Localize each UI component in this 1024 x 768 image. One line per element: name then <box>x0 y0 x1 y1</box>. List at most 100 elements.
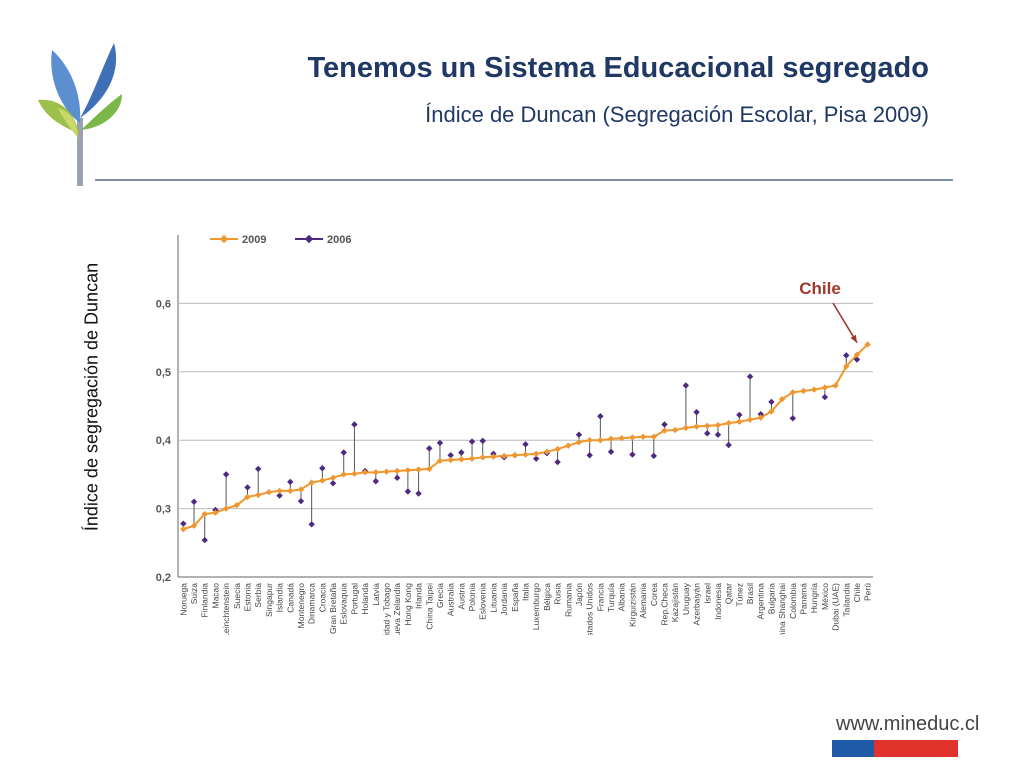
x-tick-label: Kirguizistán <box>627 583 637 627</box>
y-tick-label: 0,4 <box>156 435 172 447</box>
y-tick-label: 0,5 <box>156 367 171 379</box>
series-2009-point <box>607 435 615 443</box>
series-2006-point <box>415 490 422 497</box>
x-tick-label: Rep.Checa <box>660 583 670 626</box>
y-tick-label: 0,2 <box>156 572 171 584</box>
x-tick-label: Leinchtenstein <box>221 583 231 635</box>
series-2006-point <box>821 393 829 401</box>
x-tick-label: España <box>510 583 520 612</box>
series-2009-point <box>479 454 486 461</box>
series-2009-point <box>746 416 754 423</box>
x-tick-label: Estados Unidos <box>585 583 595 635</box>
series-2009-point <box>832 382 839 389</box>
series-2009-point <box>864 341 871 348</box>
series-2009-point <box>233 501 241 509</box>
chile-annotation-label: Chile <box>799 279 841 298</box>
series-2006-point <box>522 441 529 448</box>
series-2009-point <box>575 439 583 446</box>
x-tick-label: Trinidad y Tobago <box>382 583 392 635</box>
series-2006-point <box>404 488 412 495</box>
x-tick-label: Colombia <box>788 583 798 619</box>
x-tick-label: Chile <box>852 583 862 603</box>
series-2006-point <box>297 497 305 505</box>
series-2006-point <box>843 352 850 359</box>
series-2006-point <box>372 478 380 485</box>
x-tick-label: Rusia <box>553 583 563 605</box>
series-2009-point <box>447 456 454 464</box>
x-tick-label: Eslovaquia <box>339 583 349 625</box>
series-2006-point <box>575 431 583 438</box>
x-tick-label: Bulgaria <box>766 583 776 614</box>
series-2009-point <box>671 426 679 434</box>
series-2009-point <box>404 467 412 474</box>
series-2009-point <box>340 471 347 478</box>
x-tick-label: México <box>820 583 830 610</box>
series-2009-point <box>597 437 604 444</box>
series-2009-point <box>222 505 230 512</box>
series-2006-point <box>725 441 732 449</box>
x-tick-label: Estonia <box>243 583 253 612</box>
x-tick-label: Rumania <box>563 583 573 617</box>
series-2009-point <box>254 491 262 499</box>
series-2006-point <box>426 445 433 452</box>
series-2006-point <box>693 408 700 416</box>
x-tick-label: Suecia <box>232 583 242 609</box>
series-2006-point <box>554 458 561 466</box>
duncan-index-chart: 0,2 0,3 0,4 0,5 0,6 Noruega Suiza Finlandia Maca… <box>156 234 873 635</box>
x-tick-label: Lituania <box>488 583 498 613</box>
x-tick-label: Dinamarca <box>307 583 317 624</box>
series-2006-point <box>586 452 593 459</box>
series-2009-point <box>789 389 797 396</box>
x-tick-label: Kazajistán <box>670 583 680 622</box>
series-2009-point <box>693 423 700 430</box>
website-text: www.mineduc.cl <box>836 713 980 735</box>
series-2009-point <box>415 466 422 473</box>
x-tick-label: Bélgica <box>542 583 552 611</box>
series-2009-point <box>329 474 337 482</box>
series-2009-point <box>180 525 187 533</box>
series-2006-point <box>650 452 658 460</box>
x-tick-label: Singapur <box>264 583 274 617</box>
legend-label-2006: 2006 <box>327 234 351 246</box>
flag-blue-stripe <box>832 740 874 757</box>
title-divider <box>95 179 953 181</box>
series-2006-point <box>736 411 743 419</box>
series-2006-point <box>180 520 187 527</box>
series-2009-point <box>468 455 476 462</box>
series-2006-point <box>319 465 326 472</box>
x-tick-label: Uruguay <box>681 582 691 615</box>
x-tick-label: Australia <box>446 583 456 616</box>
series-2006-point <box>468 438 476 445</box>
series-2009-point <box>393 467 401 475</box>
series-2009-point <box>201 510 208 518</box>
series-2006-point <box>447 452 454 459</box>
series-2009-point <box>800 387 807 395</box>
page-title: Tenemos un Sistema Educacional segregado <box>307 52 929 84</box>
chile-annotation-arrowhead <box>850 334 857 343</box>
series-2006-point <box>768 398 775 406</box>
series-2009-point <box>276 487 283 495</box>
series-2009-point <box>810 386 818 393</box>
x-tick-label: Japón <box>574 583 584 606</box>
series-2009-point <box>650 433 658 440</box>
series-2006-point <box>244 484 251 491</box>
series-2009-point <box>714 421 722 429</box>
series-2009-point <box>351 470 358 477</box>
x-tick-label: Italia <box>521 583 531 601</box>
series-2006-point <box>597 413 604 420</box>
series-2006-point <box>222 471 230 478</box>
series-2006-point <box>308 521 315 528</box>
x-tick-label: China Shanghai <box>777 583 787 635</box>
x-tick-label: Montenegro <box>296 583 306 629</box>
x-tick-label: Nueva Zelandia <box>392 583 402 635</box>
y-tick-label: 0,6 <box>156 298 171 310</box>
series-2006-point <box>436 439 444 447</box>
page-subtitle: Índice de Duncan (Segregación Escolar, P… <box>425 102 929 127</box>
series-2006-point <box>276 492 283 499</box>
series-2009-point <box>458 456 465 463</box>
series-2009-point <box>725 419 732 427</box>
series-2009-point <box>532 450 540 458</box>
series-2009-point <box>554 445 561 453</box>
x-tick-label: Suiza <box>189 583 199 605</box>
series-2009-point <box>522 451 529 458</box>
